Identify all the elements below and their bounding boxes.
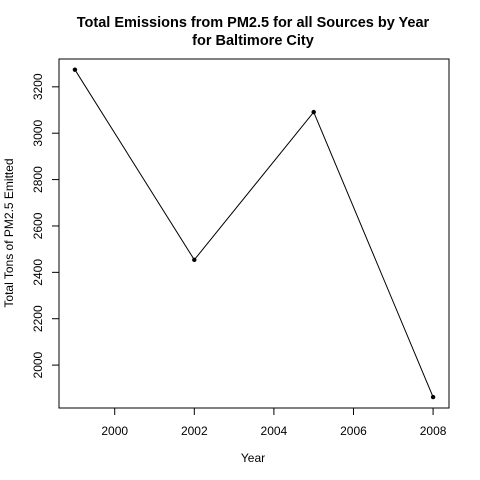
chart-title-line-2: for Baltimore City: [192, 33, 314, 49]
data-point: [72, 67, 78, 72]
series-group: [72, 67, 436, 400]
x-axis: 2000 2002 2004 2006 2008: [101, 407, 447, 438]
y-tick-label: 2400: [31, 259, 45, 286]
chart-title-line-1: Total Emissions from PM2.5 for all Sourc…: [77, 15, 430, 31]
y-tick-label: 2600: [31, 212, 45, 239]
data-point: [430, 394, 436, 400]
data-point: [311, 109, 316, 115]
y-axis-label: Total Tons of PM2.5 Emitted: [2, 158, 16, 307]
y-tick-label: 3200: [31, 73, 45, 100]
x-tick-label: 2008: [420, 424, 447, 438]
data-point: [192, 257, 197, 263]
x-tick-label: 2004: [261, 424, 288, 438]
x-axis-label: Year: [241, 451, 265, 465]
y-tick-label: 2200: [31, 305, 45, 332]
y-tick-label: 2000: [31, 351, 45, 378]
x-tick-label: 2006: [340, 424, 367, 438]
y-axis: 2000 2200 2400 2600 2800 3000 3200: [31, 73, 60, 378]
y-tick-label: 2800: [31, 166, 45, 193]
series-line: [74, 69, 434, 398]
x-tick-label: 2000: [101, 424, 128, 438]
x-tick-label: 2002: [181, 424, 208, 438]
y-tick-label: 3000: [31, 120, 45, 147]
